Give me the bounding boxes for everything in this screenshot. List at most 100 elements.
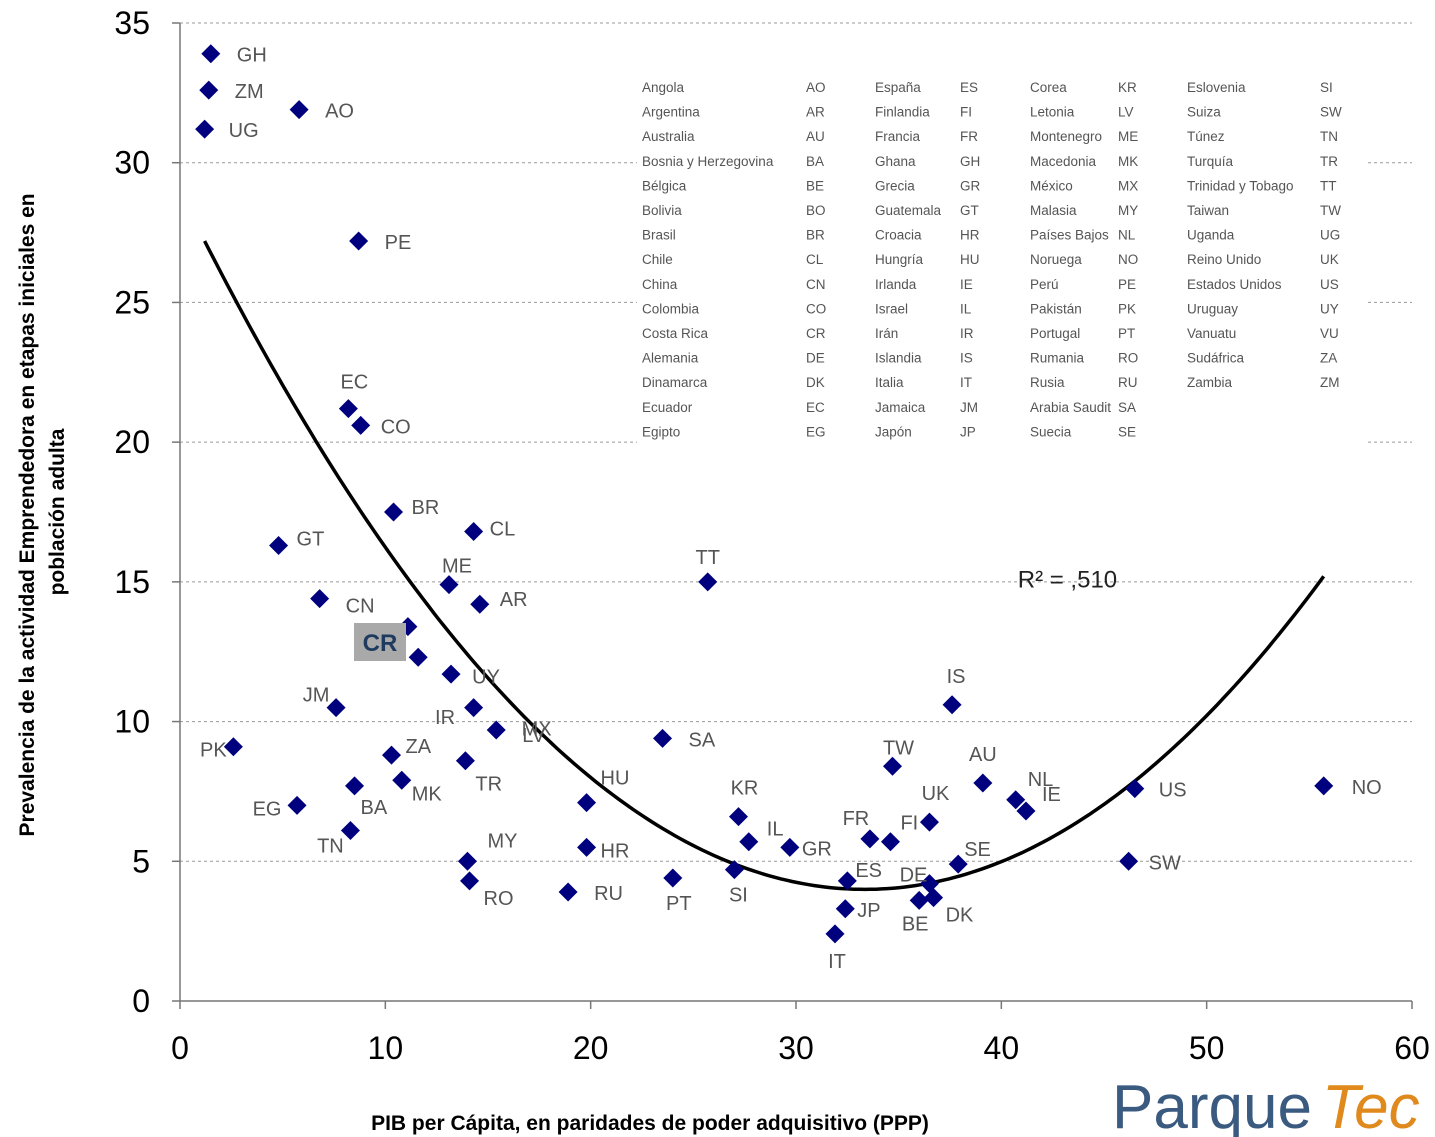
y-tick-label: 20 — [114, 424, 150, 460]
point-se — [948, 854, 968, 874]
legend-country: Finlandia — [875, 105, 930, 120]
legend-country: Ecuador — [642, 400, 693, 415]
point-label-ar: AR — [500, 589, 528, 611]
point-label-tr: TR — [475, 774, 502, 796]
legend-code: BR — [806, 228, 825, 243]
point-label-fi: FI — [900, 813, 918, 835]
point-dk — [924, 888, 944, 908]
legend-country: Ghana — [875, 154, 916, 169]
point-label-gt: GT — [297, 529, 325, 551]
point-tn — [340, 821, 360, 841]
point-ug — [195, 119, 215, 139]
legend-code: FI — [960, 105, 972, 120]
parquetec-logo: Parque Tec — [1112, 1073, 1420, 1137]
point-my — [457, 851, 477, 871]
legend-country: Bélgica — [642, 178, 687, 193]
legend-code: DE — [806, 351, 825, 366]
legend-country: Guatemala — [875, 203, 942, 218]
legend-code: ME — [1118, 129, 1138, 144]
x-tick-label: 20 — [573, 1030, 609, 1066]
legend-code: AU — [806, 129, 825, 144]
point-label-sa: SA — [689, 729, 716, 751]
legend-country: Bosnia y Herzegovina — [642, 154, 774, 169]
point-label-pt: PT — [666, 893, 692, 915]
point-label-pk: PK — [200, 740, 227, 762]
point-ar — [470, 594, 490, 614]
point-label-ao: AO — [325, 101, 354, 123]
legend-code: RO — [1118, 351, 1138, 366]
logo-part1: Parque — [1112, 1073, 1312, 1137]
legend-country: Zambia — [1187, 375, 1233, 390]
legend-code: SE — [1118, 424, 1136, 439]
point-il — [739, 832, 759, 852]
legend-country: Egipto — [642, 424, 680, 439]
y-tick-label: 35 — [114, 5, 150, 41]
legend-code: ZM — [1320, 375, 1340, 390]
y-tick-label: 10 — [114, 704, 150, 740]
legend-code: VU — [1320, 326, 1339, 341]
legend-code: MK — [1118, 154, 1138, 169]
legend-country: Malasia — [1030, 203, 1077, 218]
y-tick-label: 5 — [132, 843, 150, 879]
legend-code: HU — [960, 252, 980, 267]
point-label-lv: LV — [522, 725, 546, 747]
point-label-uy: UY — [472, 666, 500, 688]
point-eg — [287, 795, 307, 815]
point-it — [825, 924, 845, 944]
legend-country: España — [875, 80, 921, 95]
legend-code: JP — [960, 424, 976, 439]
point-mx — [464, 698, 484, 718]
legend-country: Corea — [1030, 80, 1067, 95]
point-ba — [345, 776, 365, 796]
legend-code: TR — [1320, 154, 1338, 169]
point-label-cr: CR — [363, 630, 398, 657]
legend-code: JM — [960, 400, 978, 415]
point-label-de: DE — [900, 865, 928, 887]
point-lv — [486, 720, 506, 740]
y-axis-title-line1: Prevalencia de la actividad Emprendedora… — [16, 193, 39, 836]
legend-code: CO — [806, 301, 826, 316]
point-label-us: US — [1159, 780, 1187, 802]
legend-country: Sudáfrica — [1187, 351, 1245, 366]
legend-box — [637, 73, 1367, 543]
legend-code: DK — [806, 375, 825, 390]
point-kr — [729, 807, 749, 827]
y-tick-label: 25 — [114, 284, 150, 320]
point-label-tt: TT — [695, 547, 719, 569]
point-cn — [310, 589, 330, 609]
legend-code: BE — [806, 178, 824, 193]
legend-code: CL — [806, 252, 824, 267]
point-nl — [1006, 790, 1026, 810]
legend-code: TW — [1320, 203, 1341, 218]
legend-code: ES — [960, 80, 978, 95]
point-label-fr: FR — [843, 808, 870, 830]
point-pt — [663, 868, 683, 888]
point-label-sw: SW — [1149, 852, 1181, 874]
point-label-gr: GR — [802, 838, 832, 860]
point-label-mk: MK — [412, 783, 443, 805]
point-hr — [577, 837, 597, 857]
y-tick-label: 15 — [114, 564, 150, 600]
point-label-it: IT — [828, 951, 846, 973]
point-label-ir: IR — [435, 707, 455, 729]
point-label-no: NO — [1352, 777, 1382, 799]
point-me — [439, 575, 459, 595]
point-label-co: CO — [381, 416, 411, 438]
point-ro — [460, 871, 480, 891]
legend-country: Chile — [642, 252, 673, 267]
point-tw — [883, 756, 903, 776]
point-label-ru: RU — [594, 883, 623, 905]
legend-code: GT — [960, 203, 979, 218]
legend-country: Rusia — [1030, 375, 1065, 390]
legend-country: Brasil — [642, 228, 676, 243]
point-zm — [199, 80, 219, 100]
point-jm — [326, 698, 346, 718]
r-squared-annotation: R² = ,510 — [1018, 566, 1117, 593]
point-tr — [455, 751, 475, 771]
point-de — [919, 874, 939, 894]
legend-code: CR — [806, 326, 826, 341]
point-gt — [269, 536, 289, 556]
legend-country: Bolivia — [642, 203, 682, 218]
legend-code: NO — [1118, 252, 1138, 267]
y-tick-label: 30 — [114, 145, 150, 181]
